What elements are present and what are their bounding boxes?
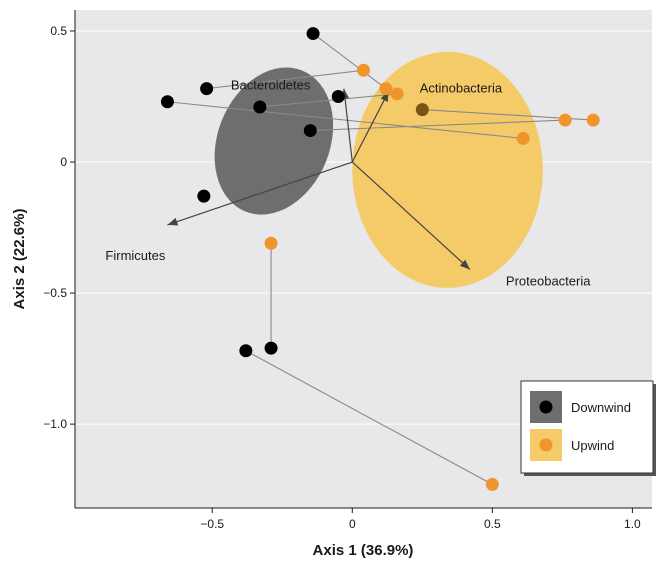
arrow-line (351, 161, 471, 270)
upwind-point (558, 113, 572, 127)
downwind-point (306, 27, 320, 41)
upwind-point (516, 131, 530, 145)
arrow-label-bacteroidetes: Bacteroidetes (231, 78, 311, 93)
x-axis-title: Axis 1 (36.9%) (313, 542, 414, 559)
arrow-label-proteobacteria: Proteobacteria (506, 273, 591, 288)
overlap-point (415, 103, 429, 117)
ellipse-downwind (214, 67, 334, 215)
y-axis-title: Axis 2 (22.6%) (11, 209, 28, 310)
y-tick-label: −1.0 (43, 417, 67, 431)
upwind-point (586, 113, 600, 127)
downwind-point (264, 341, 278, 355)
sample-points (160, 27, 600, 491)
legend-label-upwind: Upwind (571, 438, 614, 453)
y-tick-label: −0.5 (43, 286, 67, 300)
arrow-line (167, 161, 353, 226)
x-tick-label: −0.5 (200, 517, 224, 531)
arrow-line (343, 88, 353, 163)
upwind-point (390, 87, 404, 101)
pair-connector (310, 119, 566, 132)
pair-connector (167, 101, 524, 139)
upwind-point (264, 236, 278, 250)
downwind-point (160, 95, 174, 109)
x-tick-label: 0 (349, 517, 356, 531)
axes: −0.5 0 0.5 1.0 0.5 0 −0.5 −1.0 (43, 10, 652, 531)
downwind-point (200, 82, 214, 96)
group-ellipses (214, 51, 543, 288)
pair-connector (206, 69, 364, 90)
pair-connector (245, 350, 493, 485)
arrow-line (351, 90, 390, 163)
upwind-point (357, 63, 370, 77)
pair-connectors (167, 33, 594, 485)
x-tick-label: 1.0 (624, 517, 641, 531)
y-tick-label: 0.5 (50, 24, 67, 38)
x-tick-label: 0.5 (484, 517, 501, 531)
arrow-head (167, 217, 179, 226)
phylum-arrows: Bacteroidetes Actinobacteria Firmicutes Pro… (105, 78, 591, 289)
downwind-point (253, 100, 267, 114)
downwind-point (197, 189, 211, 203)
arrow-label-actinobacteria: Actinobacteria (420, 80, 503, 95)
legend-marker-downwind (539, 400, 553, 414)
upwind-point (485, 477, 499, 491)
pair-connector (259, 93, 398, 108)
legend-marker-upwind (539, 438, 553, 452)
legend: Downwind Upwind (520, 380, 656, 476)
pair-connector (312, 33, 387, 90)
arrow-head (459, 259, 470, 270)
upwind-point (379, 82, 393, 96)
downwind-point (331, 89, 345, 103)
y-tick-label: 0 (60, 155, 67, 169)
downwind-point (303, 124, 317, 138)
ellipse-upwind (352, 51, 543, 288)
downwind-point (239, 344, 253, 358)
arrow-label-firmicutes: Firmicutes (105, 248, 165, 263)
legend-label-downwind: Downwind (571, 400, 631, 415)
